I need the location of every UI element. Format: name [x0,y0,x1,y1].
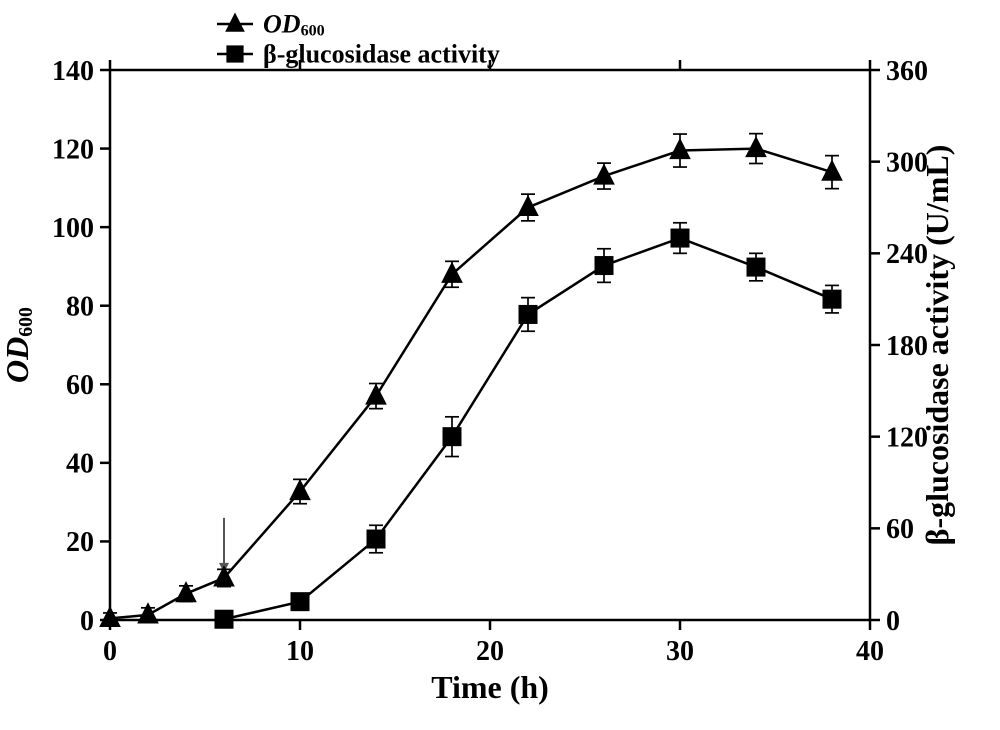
chart-svg: 010203040Time (h)020406080100120140OD600… [0,0,1000,730]
svg-text:60: 60 [886,514,914,545]
svg-text:30: 30 [666,636,694,667]
svg-text:20: 20 [66,527,94,558]
dual-axis-chart: 010203040Time (h)020406080100120140OD600… [0,0,1000,730]
svg-text:140: 140 [52,56,94,87]
x-axis-label: Time (h) [431,669,549,705]
legend-label-activity: β-glucosidase activity [263,39,500,68]
svg-text:120: 120 [52,134,94,165]
svg-text:100: 100 [52,213,94,244]
svg-text:40: 40 [856,636,884,667]
y-right-label: β-glucosidase activity (U/mL) [919,145,955,546]
svg-text:20: 20 [476,636,504,667]
svg-text:β-glucosidase activity (U/mL): β-glucosidase activity (U/mL) [919,145,955,546]
svg-text:40: 40 [66,449,94,480]
svg-text:0: 0 [886,606,900,637]
svg-text:0: 0 [80,606,94,637]
svg-text:60: 60 [66,370,94,401]
svg-text:80: 80 [66,292,94,323]
svg-text:10: 10 [286,636,314,667]
svg-text:360: 360 [886,56,928,87]
svg-text:0: 0 [103,636,117,667]
